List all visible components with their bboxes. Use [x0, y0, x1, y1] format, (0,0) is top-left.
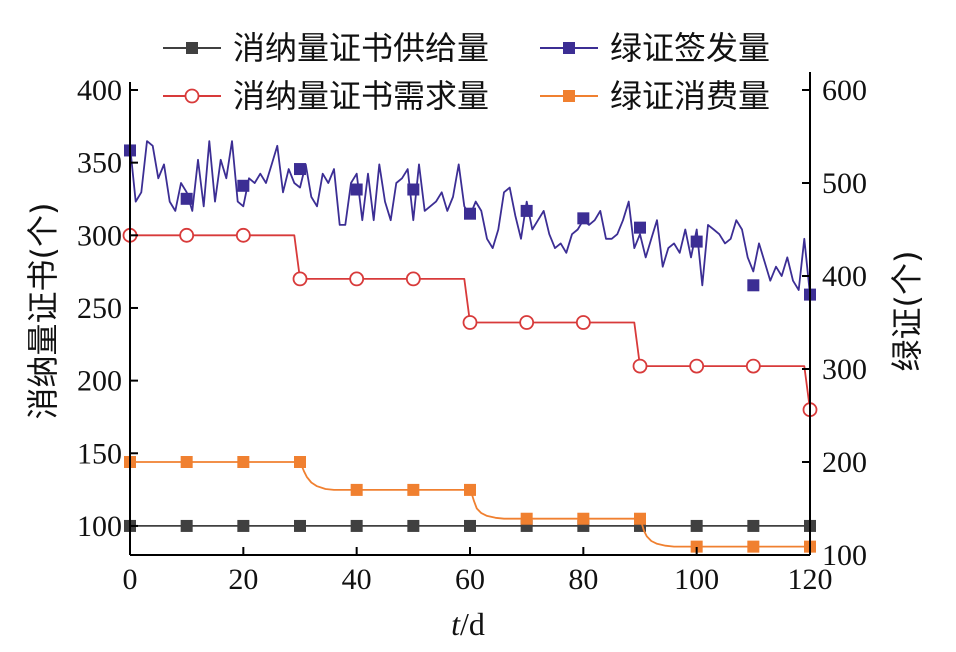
series-4 [124, 456, 816, 553]
data-point [294, 456, 306, 468]
legend-item: 绿证消费量 [540, 77, 770, 115]
data-point [464, 207, 476, 220]
data-point [689, 358, 705, 374]
series-3 [124, 140, 816, 301]
series-1 [124, 519, 816, 532]
data-point [520, 512, 533, 525]
data-point [747, 540, 760, 553]
series-2 [122, 227, 818, 418]
data-point [575, 315, 591, 330]
y-right-tick-label: 400 [822, 260, 867, 293]
data-point [577, 212, 590, 225]
data-point [747, 279, 760, 292]
y-left-tick-label: 250 [77, 292, 122, 325]
data-point [577, 512, 590, 525]
legend-item: 消纳量证书需求量 [163, 77, 489, 115]
x-tick-label: 80 [568, 563, 598, 596]
y-left-tick-label: 150 [77, 437, 122, 470]
data-point [464, 483, 476, 496]
y-left-tick-label: 300 [77, 219, 122, 252]
data-point [407, 519, 420, 532]
data-point [745, 358, 761, 374]
data-point [407, 483, 420, 496]
data-point [180, 456, 193, 468]
data-point [179, 227, 195, 243]
y-right-tick-label: 200 [822, 446, 867, 479]
legend-marker [563, 42, 575, 54]
data-point [237, 519, 250, 532]
y-right-tick-label: 500 [822, 167, 867, 200]
data-point [405, 271, 421, 287]
data-point [407, 183, 420, 196]
y-right-tick-label: 600 [822, 74, 867, 107]
legend-item: 绿证签发量 [540, 29, 770, 67]
x-tick-label: 100 [674, 563, 719, 596]
data-point [462, 315, 478, 330]
y-axis-title-left: 消纳量证书(个) [24, 203, 62, 420]
y-left-tick-label: 100 [77, 510, 122, 543]
data-point [235, 227, 251, 243]
plot-series [122, 140, 818, 553]
legend-marker [563, 90, 575, 102]
data-point [690, 540, 703, 553]
legend-marker [186, 42, 198, 54]
data-point [180, 519, 193, 532]
data-point [350, 519, 363, 532]
y-left-tick-label: 400 [77, 74, 122, 107]
series-line [130, 461, 810, 548]
legend-label: 消纳量证书供给量 [233, 29, 489, 67]
x-tick-label: 0 [123, 563, 138, 596]
x-tick-label: 60 [455, 563, 485, 596]
x-tick-label: 40 [342, 563, 372, 596]
data-point [350, 483, 363, 496]
legend-label: 绿证消费量 [610, 77, 770, 115]
data-point [634, 221, 646, 234]
data-point [180, 192, 193, 205]
x-axis-title: t/d [451, 606, 485, 642]
data-point [237, 179, 250, 192]
legend-item: 消纳量证书供给量 [163, 29, 489, 67]
legend-marker [184, 88, 200, 104]
data-point [632, 358, 648, 374]
y-axis-title-right: 绿证(个) [888, 251, 926, 372]
y-left-tick-label: 200 [77, 365, 122, 398]
data-point [350, 183, 363, 196]
data-point [520, 204, 533, 217]
data-point [747, 519, 760, 532]
y-right-tick-label: 100 [822, 539, 867, 572]
data-point [464, 519, 476, 532]
data-point [349, 271, 365, 287]
y-right-tick-label: 300 [822, 353, 867, 386]
data-point [690, 519, 703, 532]
data-point [690, 235, 703, 248]
legend-label: 绿证签发量 [610, 29, 770, 67]
data-point [519, 315, 535, 330]
data-point [634, 512, 646, 525]
x-tick-label: 120 [788, 563, 833, 596]
data-point [292, 271, 308, 287]
data-point [294, 519, 306, 532]
data-point [294, 163, 306, 176]
x-tick-label: 20 [228, 563, 258, 596]
data-point [237, 456, 250, 468]
axis-ticks: 0 20 40 60 80 100 1201001502002503003504001002… [77, 74, 867, 596]
y-left-tick-label: 350 [77, 147, 122, 180]
legend-label: 消纳量证书需求量 [233, 77, 489, 115]
